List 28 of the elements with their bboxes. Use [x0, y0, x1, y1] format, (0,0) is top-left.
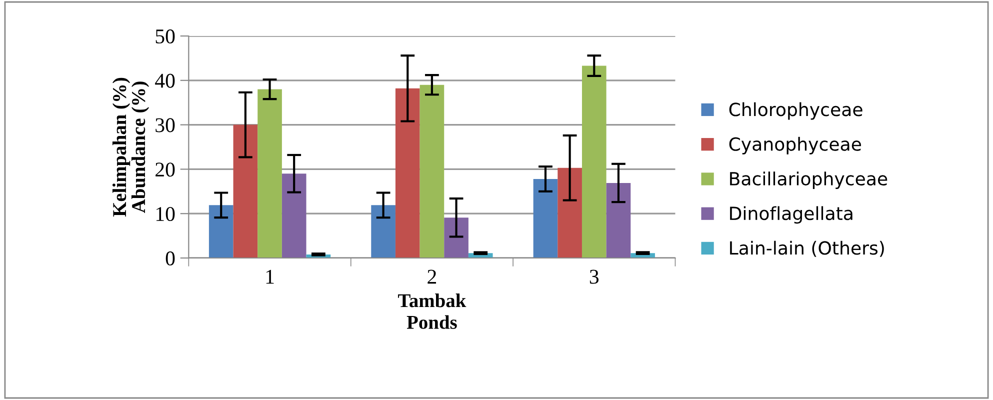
bar — [582, 66, 606, 258]
y-tick-label: 10 — [156, 206, 175, 222]
legend-label: Cyanophyceae — [729, 136, 861, 154]
bar — [606, 182, 631, 258]
bar — [233, 124, 258, 258]
bar — [395, 88, 420, 258]
x-tick-label: 3 — [590, 270, 599, 284]
y-tick-label: 30 — [156, 118, 175, 132]
legend-label: Dinoflagellata — [730, 206, 852, 224]
legend-label: Bacillariophyceae — [730, 172, 888, 190]
x-axis-title: Tambak Ponds — [398, 294, 466, 329]
y-tick-label: 0 — [166, 251, 175, 266]
y-tick-label: 20 — [156, 162, 175, 177]
x-tick-label: 1 — [266, 270, 274, 284]
bar — [533, 178, 558, 258]
bar — [282, 174, 306, 258]
bar — [371, 205, 396, 258]
legend-label: Lain-lain (Others) — [730, 240, 884, 257]
bar — [420, 84, 444, 258]
x-tick-label: 2 — [428, 270, 436, 284]
bar — [208, 205, 234, 258]
bar — [558, 168, 582, 258]
y-tick-label: 40 — [155, 74, 175, 88]
y-axis-title: Kelimpahan (%) Abundance (%) — [112, 78, 150, 217]
bar — [444, 218, 468, 258]
legend-label: Chlorophyceae — [729, 102, 862, 120]
bar — [258, 89, 282, 258]
y-tick-label: 50 — [156, 29, 175, 44]
